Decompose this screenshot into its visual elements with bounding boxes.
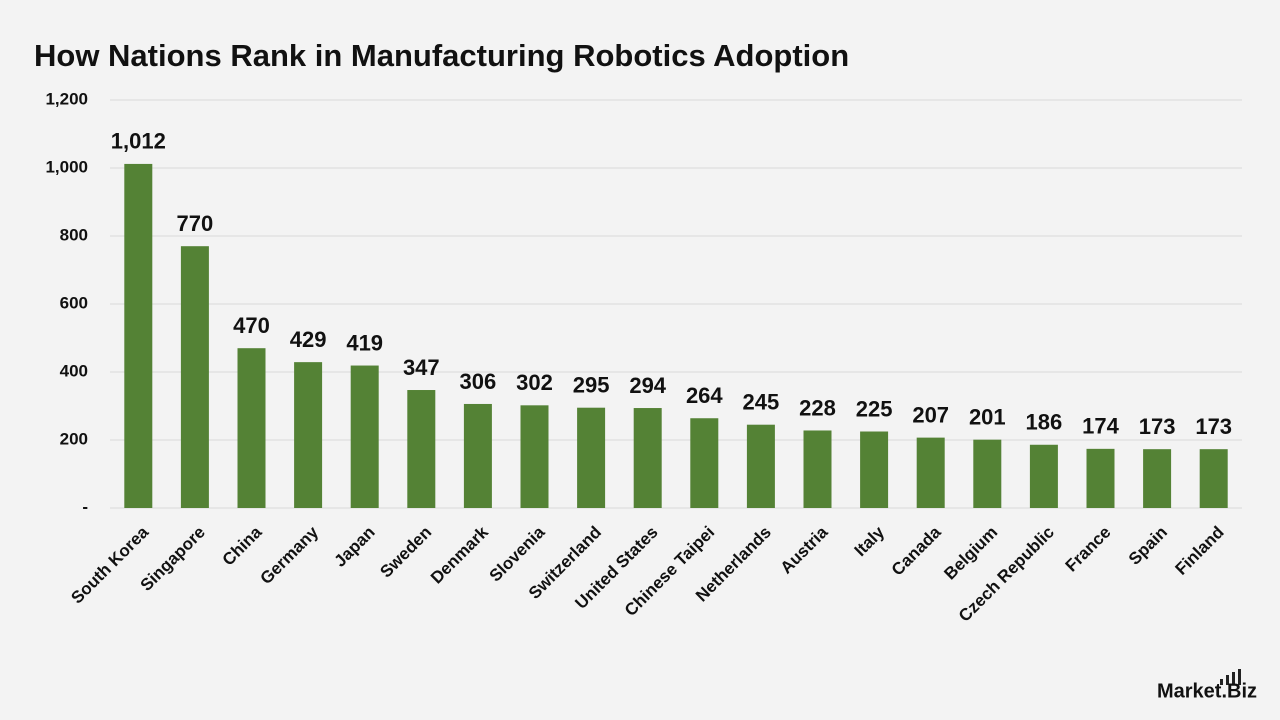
value-label: 186 xyxy=(1026,410,1063,435)
bar xyxy=(973,439,1002,508)
value-label: 173 xyxy=(1139,414,1176,439)
value-label: 174 xyxy=(1082,414,1119,439)
value-label: 173 xyxy=(1195,414,1232,439)
bar xyxy=(350,365,379,508)
value-label: 228 xyxy=(799,395,836,420)
value-label: 225 xyxy=(856,396,893,421)
bar xyxy=(860,431,889,508)
bar xyxy=(1086,448,1115,508)
bar xyxy=(294,362,323,508)
value-label: 419 xyxy=(346,330,383,355)
value-label: 245 xyxy=(743,390,780,415)
value-label: 302 xyxy=(516,370,553,395)
bar xyxy=(690,418,719,508)
bar xyxy=(633,408,662,508)
bar xyxy=(407,390,436,508)
value-label: 295 xyxy=(573,373,610,398)
bar xyxy=(237,348,266,508)
chart-title: How Nations Rank in Manufacturing Roboti… xyxy=(34,38,849,73)
value-label: 294 xyxy=(629,373,666,398)
value-label: 201 xyxy=(969,404,1006,429)
value-label: 429 xyxy=(290,327,327,352)
bar xyxy=(463,403,492,508)
value-label: 207 xyxy=(912,402,949,427)
y-tick-label: 200 xyxy=(60,429,88,448)
bar xyxy=(803,430,832,508)
bar xyxy=(180,246,209,508)
value-label: 306 xyxy=(460,369,497,394)
y-tick-label: 600 xyxy=(60,293,88,312)
brand-icon xyxy=(1220,669,1241,685)
brand: Market.Biz xyxy=(1157,680,1257,702)
y-tick-label: 400 xyxy=(60,361,88,380)
value-label: 1,012 xyxy=(111,129,166,154)
y-tick-label: 800 xyxy=(60,225,88,244)
bar xyxy=(916,437,945,508)
bar xyxy=(577,407,606,508)
bar xyxy=(1143,449,1172,508)
bar xyxy=(124,163,153,509)
bar xyxy=(520,405,549,508)
value-label: 264 xyxy=(686,383,723,408)
bar xyxy=(1199,449,1228,508)
bar xyxy=(1029,444,1058,508)
bar xyxy=(746,424,775,508)
value-label: 347 xyxy=(403,355,440,380)
value-label: 770 xyxy=(177,211,214,236)
y-tick-label: 1,000 xyxy=(45,157,88,176)
y-tick-label: 1,200 xyxy=(45,89,88,108)
value-label: 470 xyxy=(233,313,270,338)
y-tick-label: - xyxy=(82,497,88,516)
